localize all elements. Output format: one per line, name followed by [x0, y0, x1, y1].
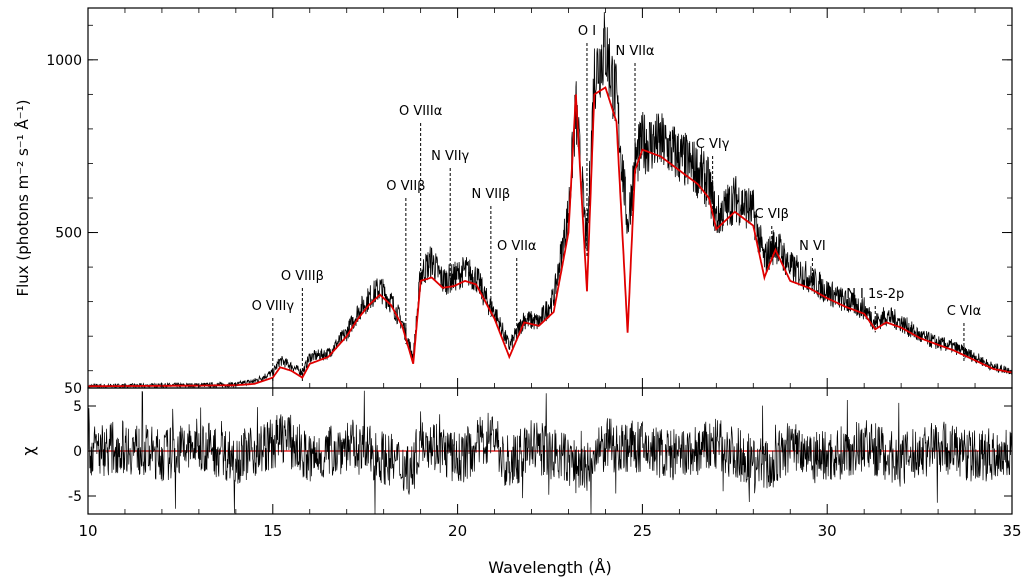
residual-y-axis-label: χ: [19, 446, 38, 455]
x-tick-label: 15: [263, 522, 282, 540]
line-annotation-label: O VIIIβ: [281, 269, 324, 284]
y-tick-label: 500: [55, 226, 82, 242]
line-annotation-label: N VIIα: [616, 44, 655, 59]
residual-y-ticks: 5 0 -5: [68, 399, 1012, 505]
spectrum-y-ticks: 50 500 1000: [46, 24, 1012, 397]
line-annotation-label: C VIβ: [755, 207, 789, 222]
line-annotation-label: O VIIβ: [386, 179, 425, 194]
x-tick-label: 35: [1002, 522, 1021, 540]
line-annotation-label: O VIIα: [497, 239, 537, 254]
residual-frame: [87, 387, 1013, 515]
x-axis-label: Wavelength (Å): [488, 558, 611, 577]
line-annotations: O VIIIγ O VIIIβ O VIIβ O VIIIα N VIIγ N VIIβ O…: [252, 24, 982, 383]
x-tick-label: 10: [78, 522, 97, 540]
spectrum-y-axis-label: Flux (photons m⁻² s⁻¹ Å⁻¹): [13, 99, 32, 296]
line-annotation-label: C VIγ: [696, 137, 730, 152]
line-annotation-label: N VIIγ: [431, 149, 469, 164]
line-annotation-label: O I: [578, 24, 596, 39]
spectrum-frame: [87, 7, 1013, 389]
x-tick-label: 30: [818, 522, 837, 540]
y-tick-label: 50: [64, 381, 82, 397]
line-annotation-label: N VIIβ: [472, 187, 511, 202]
spectrum-series: [87, 12, 1013, 389]
spectrum-panel: O VIIIγ O VIIIβ O VIIβ O VIIIα N VIIγ N VIIβ O…: [13, 7, 1013, 397]
residual-y-tick-label: 0: [73, 444, 82, 460]
line-annotation-label: N I 1s-2p: [846, 287, 904, 302]
residual-series: [87, 390, 1013, 515]
residual-y-tick-label: -5: [68, 489, 82, 505]
model-fit-line: [88, 86, 1013, 388]
line-annotation-label: O VIIIγ: [252, 299, 295, 314]
residual-y-tick-label: 5: [73, 399, 82, 415]
x-tick-label: 25: [633, 522, 652, 540]
x-axis: 10 15 20 25 30 35: [78, 8, 1022, 540]
line-annotation-label: N VI: [799, 239, 826, 254]
y-tick-label: 1000: [46, 53, 82, 69]
residual-panel: 5 0 -5 χ: [19, 387, 1013, 515]
spectrum-data-line: [87, 12, 1013, 389]
x-tick-label: 20: [448, 522, 467, 540]
line-annotation-label: O VIIIα: [399, 104, 442, 119]
line-annotation-label: C VIα: [947, 304, 982, 319]
residual-data-line: [87, 390, 1013, 515]
